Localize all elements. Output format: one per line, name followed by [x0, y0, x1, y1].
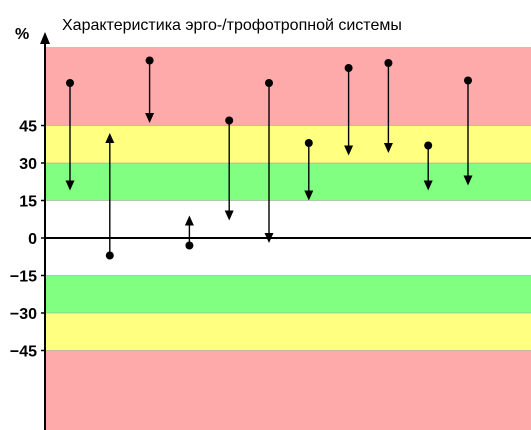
start-point-0 [66, 79, 74, 87]
start-point-3 [185, 241, 194, 250]
band-5 [45, 313, 531, 351]
start-point-9 [424, 141, 433, 150]
band-6 [45, 350, 531, 430]
marks-group [65, 56, 473, 260]
arrow-head-10 [463, 175, 473, 186]
band-1 [45, 125, 531, 163]
y-tick-label-0: 45 [19, 119, 37, 136]
start-point-4 [225, 116, 234, 125]
y-tick-label-2: 15 [19, 194, 37, 211]
start-point-2 [145, 56, 154, 65]
arrow-head-3 [184, 215, 194, 226]
start-point-5 [265, 79, 273, 87]
y-tick-label-4: −15 [10, 269, 37, 286]
start-point-7 [344, 64, 353, 72]
arrow-head-1 [105, 133, 115, 143]
start-point-1 [105, 251, 114, 260]
arrow-head-9 [423, 180, 433, 191]
y-tick-label-1: 30 [19, 156, 37, 173]
band-2 [45, 163, 531, 201]
y-axis-unit: % [15, 26, 30, 43]
chart-title: Характеристика эрго-/трофотропной систем… [62, 17, 402, 34]
arrow-head-4 [224, 210, 234, 221]
band-4 [45, 275, 531, 313]
y-axis-arrowhead [40, 32, 50, 44]
start-point-6 [304, 139, 313, 147]
arrow-head-2 [145, 113, 155, 123]
start-point-10 [464, 76, 472, 85]
y-tick-label-6: −45 [10, 344, 37, 361]
band-0 [45, 47, 531, 126]
y-axis-group: 45 30 15 0 −15 −30 −45 [10, 32, 531, 430]
y-tick-label-3: 0 [28, 231, 37, 248]
arrow-head-7 [344, 145, 354, 156]
arrow-head-0 [65, 180, 75, 191]
y-tick-label-5: −30 [10, 306, 37, 323]
start-point-8 [384, 59, 393, 67]
arrow-head-5 [264, 233, 274, 243]
arrow-head-8 [383, 143, 393, 153]
arrow-head-6 [304, 190, 314, 201]
